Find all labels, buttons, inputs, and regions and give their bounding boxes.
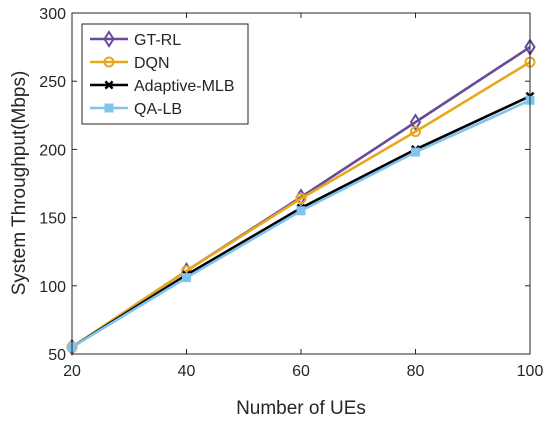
legend-item: GT-RL	[90, 30, 181, 49]
data-point	[409, 113, 422, 131]
legend-label: Adaptive-MLB	[134, 78, 235, 95]
legend-swatch-marker	[104, 103, 114, 113]
data-point	[296, 206, 306, 216]
y-tick-label: 50	[48, 347, 66, 364]
legend: GT-RL DQN Adaptive-MLB QA-LB	[81, 23, 249, 125]
data-point	[411, 147, 420, 157]
legend-item: QA-LB	[90, 101, 182, 118]
y-tick-label: 100	[39, 279, 66, 296]
x-tick-label: 60	[292, 363, 310, 380]
data-point	[410, 126, 421, 138]
legend-item: Adaptive-MLB	[90, 78, 235, 95]
tick-layer: 20 40 60 80 100 50 100 150 200 250 300	[39, 6, 543, 380]
x-tick-label: 40	[178, 363, 196, 380]
y-tick-label: 300	[39, 6, 66, 23]
legend-swatch-marker	[104, 80, 114, 90]
legend-label: DQN	[134, 55, 170, 72]
legend-swatch-marker	[103, 56, 115, 68]
data-point	[182, 273, 191, 283]
x-axis-label: Number of UEs	[236, 398, 366, 419]
x-tick-label: 80	[407, 363, 425, 380]
data-point	[295, 193, 307, 205]
x-tick-label: 20	[63, 363, 81, 380]
series-line	[71, 60, 531, 349]
y-tick-label: 200	[39, 142, 66, 159]
x-tick-label: 100	[517, 363, 544, 380]
legend-swatch-marker	[103, 30, 115, 48]
y-axis-label: System Throughput(Mbps)	[9, 71, 30, 296]
y-tick-label: 250	[39, 74, 66, 91]
legend-label: QA-LB	[134, 101, 182, 118]
y-tick-label: 150	[39, 211, 66, 228]
legend-label: GT-RL	[134, 32, 181, 49]
legend-item: DQN	[90, 55, 170, 72]
